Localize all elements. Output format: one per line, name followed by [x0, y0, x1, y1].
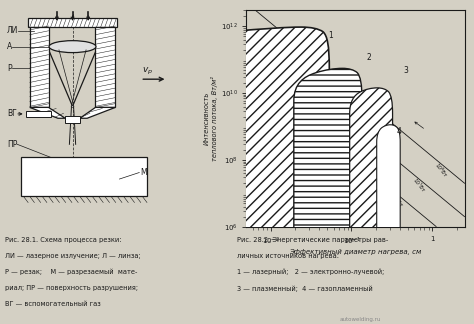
Text: 4: 4 — [397, 127, 401, 136]
Text: 1 — лазерный;   2 — электронно-лучевой;: 1 — лазерный; 2 — электронно-лучевой; — [237, 269, 384, 275]
Text: 3: 3 — [403, 66, 408, 75]
Text: 10⁶Вт: 10⁶Вт — [389, 192, 403, 208]
Ellipse shape — [0, 27, 329, 324]
Bar — [21, 157, 146, 196]
Y-axis label: Интенсивность
теплового потока, Вт/м²: Интенсивность теплового потока, Вт/м² — [203, 76, 218, 161]
Text: личных источников нагрева:: личных источников нагрева: — [237, 253, 339, 259]
Text: ЛИ: ЛИ — [7, 26, 18, 35]
Text: 10⁵Вт: 10⁵Вт — [367, 207, 381, 223]
Text: 3 — плазменный;  4 — газопламенный: 3 — плазменный; 4 — газопламенный — [237, 285, 373, 292]
Text: Р — резак;    М — разрезаемый  мате-: Р — резак; М — разрезаемый мате- — [5, 269, 137, 275]
Text: autowelding.ru: autowelding.ru — [339, 317, 381, 322]
Bar — [27, 18, 118, 27]
Text: 10⁷Вт: 10⁷Вт — [411, 178, 425, 193]
Text: ЛИ — лазерное излучение; Л — линза;: ЛИ — лазерное излучение; Л — линза; — [5, 253, 140, 259]
Ellipse shape — [71, 105, 74, 107]
Text: М: М — [140, 168, 147, 177]
Ellipse shape — [294, 68, 362, 324]
Ellipse shape — [350, 88, 392, 324]
Text: Рис. 28.1. Схема процесса резки:: Рис. 28.1. Схема процесса резки: — [5, 237, 121, 243]
Text: ПР: ПР — [7, 140, 17, 149]
Bar — [30, 27, 48, 108]
Text: А: А — [7, 42, 12, 51]
Text: $v_p$: $v_p$ — [142, 66, 154, 77]
Text: Рис. 28.2. Энергетические параметры рав-: Рис. 28.2. Энергетические параметры рав- — [237, 237, 388, 243]
Text: Р: Р — [7, 64, 11, 73]
Ellipse shape — [49, 40, 96, 52]
Text: 10⁸Вт: 10⁸Вт — [434, 162, 447, 178]
Text: 2: 2 — [366, 53, 371, 62]
Ellipse shape — [377, 125, 400, 324]
Text: 1: 1 — [328, 31, 333, 40]
Text: ВГ — вспомогательный газ: ВГ — вспомогательный газ — [5, 301, 100, 307]
Bar — [65, 116, 80, 122]
Bar — [26, 111, 51, 117]
X-axis label: Эффективный диаметр нагрева, см: Эффективный диаметр нагрева, см — [289, 249, 422, 255]
Bar — [95, 27, 115, 108]
Polygon shape — [30, 108, 65, 118]
Text: ВГ: ВГ — [7, 110, 17, 118]
Polygon shape — [80, 108, 115, 118]
Text: риал; ПР — поверхность разрушения;: риал; ПР — поверхность разрушения; — [5, 285, 138, 291]
